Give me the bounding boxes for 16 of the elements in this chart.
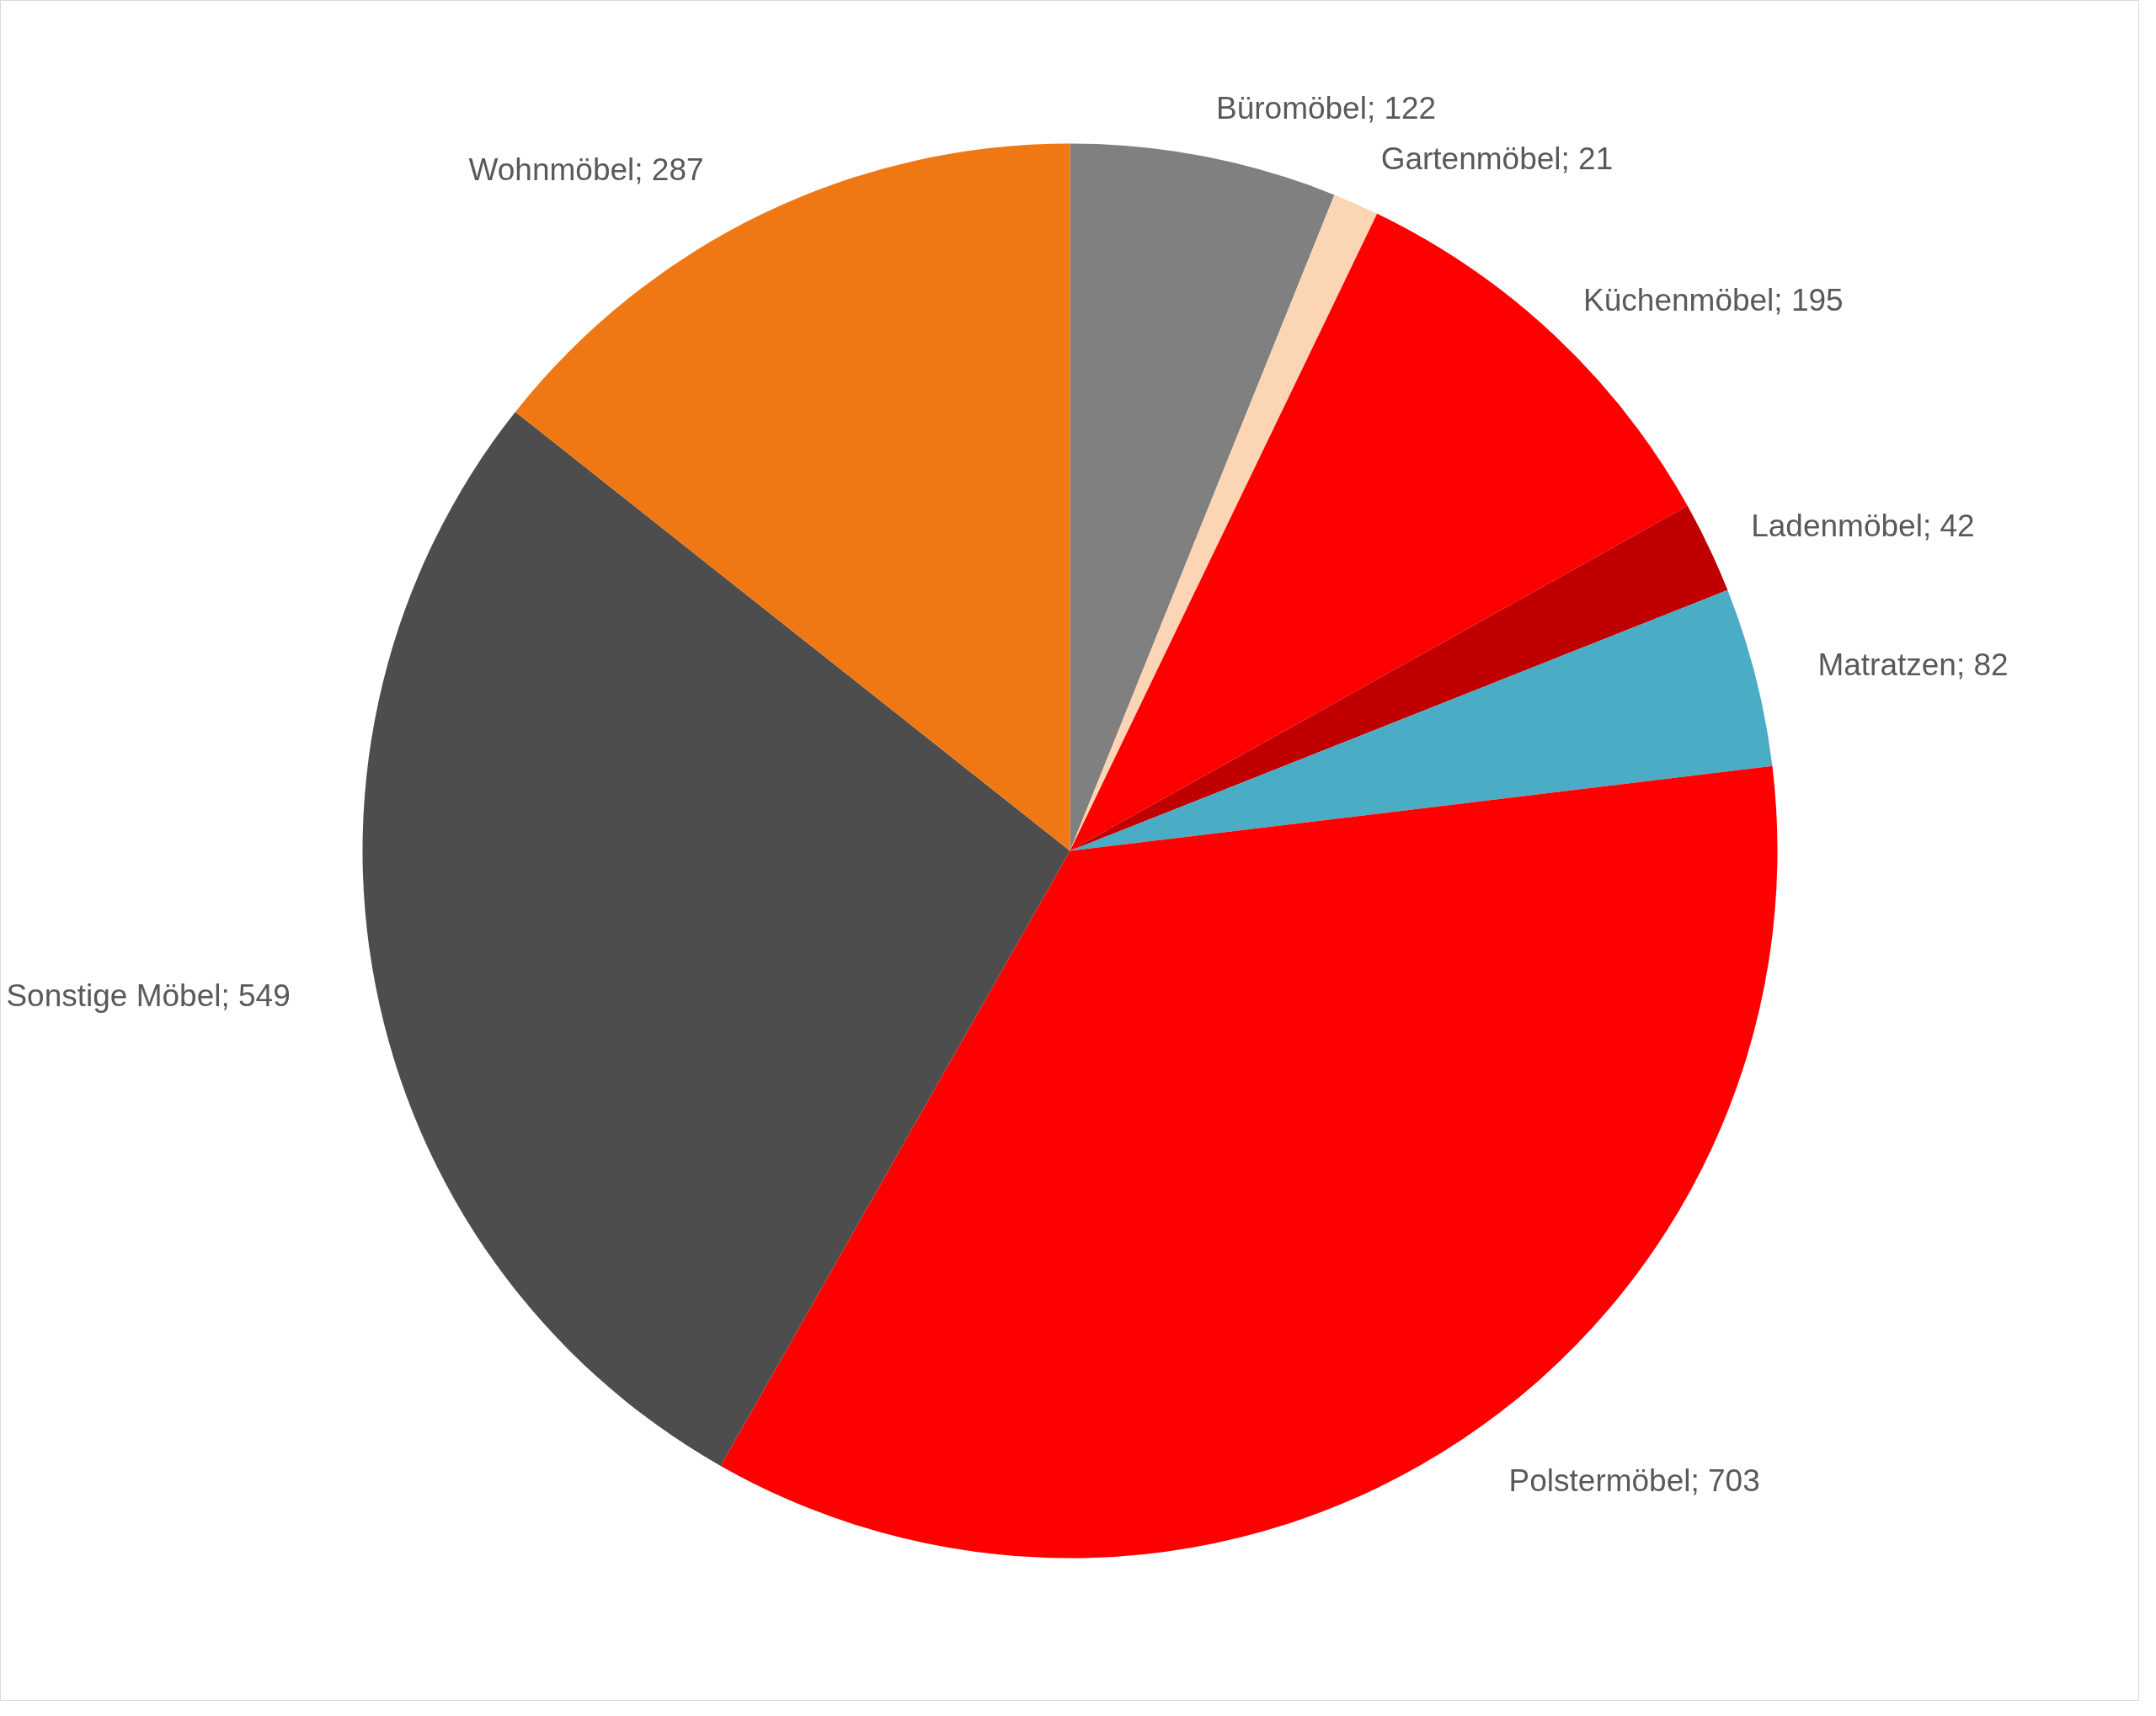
data-label: ; 287 — [634, 152, 704, 187]
slice-label: Büromöbel — [1215, 90, 1367, 125]
slice-label: Polstermöbel — [1508, 1463, 1691, 1499]
slice-label: Wohnmöbel — [468, 152, 635, 187]
slice-label: Küchenmöbel — [1583, 282, 1774, 317]
data-label: ; 122 — [1366, 90, 1437, 125]
data-label: ; 549 — [221, 978, 291, 1013]
data-label: ; 195 — [1774, 282, 1844, 317]
data-label: ; 21 — [1561, 141, 1614, 176]
slice-label: Ladenmöbel — [1751, 509, 1923, 544]
data-label: ; 82 — [1956, 647, 2009, 682]
data-label: ; 703 — [1690, 1463, 1760, 1499]
slice-label: Matratzen — [1817, 647, 1956, 682]
data-label: ; 42 — [1922, 509, 1975, 544]
slice-label: Sonstige Möbel — [6, 978, 221, 1013]
slice-label: Gartenmöbel — [1380, 141, 1561, 176]
